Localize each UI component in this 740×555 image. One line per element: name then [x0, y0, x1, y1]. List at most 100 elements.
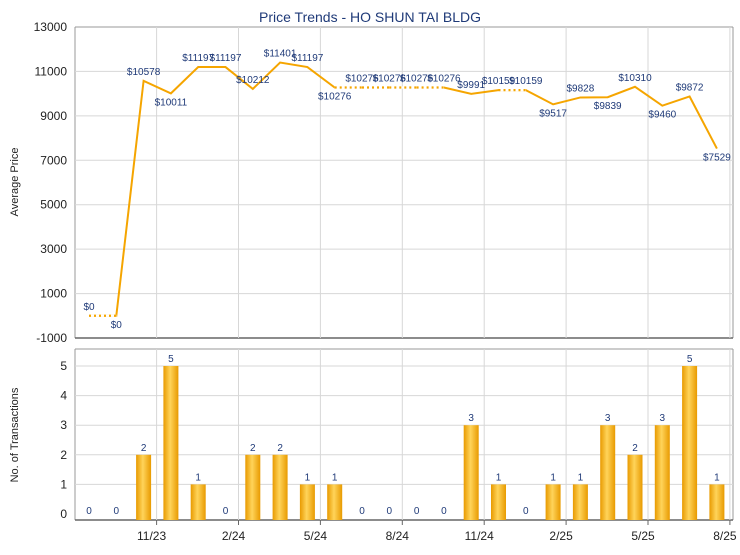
transaction-bar: [627, 454, 643, 514]
transaction-bars: [136, 366, 725, 520]
transactions-y-tick-label: 3: [60, 418, 67, 432]
price-y-tick-label: 5000: [40, 198, 67, 212]
transaction-bar: [136, 454, 152, 514]
price-data-label: $7529: [703, 153, 731, 164]
transaction-bar-base: [190, 514, 206, 520]
transaction-bar-base: [627, 514, 643, 520]
transaction-count-label: 5: [687, 354, 693, 365]
price-data-label: $9828: [566, 83, 594, 94]
transaction-bar: [491, 484, 506, 514]
transaction-count-label: 3: [660, 413, 666, 424]
x-tick-label: 2/24: [222, 529, 246, 543]
transaction-bar-base: [163, 514, 179, 520]
transaction-count-label: 2: [277, 443, 283, 454]
transactions-y-ticks: 5 4 3 2 1 0: [60, 359, 67, 521]
transaction-bar: [245, 454, 261, 514]
x-tick-label: 8/25: [713, 529, 737, 543]
transaction-bar-base: [491, 514, 506, 520]
price-data-label: $10159: [482, 76, 516, 87]
transaction-count-label: 1: [578, 472, 584, 483]
transaction-bar-base: [299, 514, 315, 520]
x-tick-label: 8/24: [386, 529, 410, 543]
price-data-label: $9991: [457, 80, 485, 91]
transactions-y-tick-label: 4: [60, 389, 67, 403]
transaction-bar-base: [545, 514, 561, 520]
transaction-bar: [572, 484, 588, 514]
transaction-bar-base: [572, 514, 588, 520]
price-y-tick-label: 11000: [35, 64, 68, 78]
price-y-tick-label: 7000: [40, 153, 67, 167]
transaction-count-labels: 0 0 2 5 1 0 2 2 1 1 0 0 0 0 3 1 0 1 1 3 2 3 5 1: [86, 354, 720, 517]
x-tick-label: 2/25: [549, 529, 573, 543]
price-data-label: $10276: [400, 74, 434, 85]
transaction-bar: [190, 484, 206, 514]
price-data-label: $9839: [594, 101, 622, 112]
transaction-count-label: 2: [141, 443, 147, 454]
transaction-count-label: 1: [714, 472, 720, 483]
transaction-count-label: 0: [387, 506, 393, 517]
transaction-count-label: 1: [550, 472, 556, 483]
transactions-y-axis-title: No. of Transactions: [9, 387, 21, 482]
price-y-tick-label: -1000: [36, 331, 67, 345]
transaction-count-label: 2: [632, 443, 638, 454]
price-data-label: $10276: [373, 74, 407, 85]
transaction-count-label: 1: [305, 472, 311, 483]
price-y-tick-label: 3000: [40, 242, 67, 256]
transaction-bar-base: [463, 514, 479, 520]
price-data-label: $10212: [236, 75, 270, 86]
transaction-count-label: 0: [523, 506, 529, 517]
transactions-grid: [75, 349, 733, 520]
transaction-bar: [600, 425, 616, 514]
transaction-bar-base: [272, 514, 288, 520]
transaction-count-label: 3: [605, 413, 611, 424]
price-data-label: $10310: [618, 73, 652, 84]
price-y-tick-label: 13000: [34, 20, 68, 34]
transaction-count-label: 0: [359, 506, 365, 517]
transactions-y-tick-label: 2: [60, 448, 67, 462]
transaction-count-label: 1: [496, 472, 502, 483]
transaction-count-label: 0: [223, 506, 229, 517]
price-dotted-segments: [89, 86, 526, 317]
price-data-label: $0: [83, 302, 95, 313]
price-data-label: $11401: [264, 49, 297, 60]
price-data-label: $10159: [509, 76, 543, 87]
transaction-bar: [682, 366, 698, 514]
transaction-bar-base: [136, 514, 152, 520]
price-data-label: $0: [111, 320, 123, 331]
price-panel: 13000 11000 9000 7000 5000 3000 1000 -1000 $0 $0…: [9, 20, 734, 345]
transactions-y-tick-label: 1: [60, 477, 67, 491]
chart-title: Price Trends - HO SHUN TAI BLDG: [259, 9, 481, 25]
transactions-y-tick-label: 5: [60, 359, 67, 373]
transaction-count-label: 0: [86, 506, 92, 517]
transactions-panel: 5 4 3 2 1 0 0 0 2 5 1 0 2 2 1 1 0 0 0 0 3 1 0 1 1 3 2 3 5 1 11/23 2/2…: [9, 348, 737, 543]
x-tick-label: 5/24: [304, 529, 328, 543]
price-data-label: $11197: [291, 53, 323, 64]
transaction-bar-base: [654, 514, 670, 520]
price-data-label: $11197: [210, 53, 242, 64]
price-y-tick-label: 9000: [40, 109, 67, 123]
transaction-bar: [709, 484, 725, 514]
transaction-bar-base: [600, 514, 616, 520]
x-tick-label: 5/25: [631, 529, 655, 543]
x-axis-ticks: 11/23 2/24 5/24 8/24 11/24 2/25 5/25 8/25: [137, 520, 737, 543]
transaction-bar: [163, 366, 179, 514]
transaction-count-label: 5: [168, 354, 174, 365]
price-data-label: $10011: [155, 97, 188, 108]
transaction-bar: [272, 454, 288, 514]
price-y-axis-title: Average Price: [9, 148, 21, 217]
transaction-bar: [463, 425, 479, 514]
transaction-bar-base: [327, 514, 343, 520]
price-data-label: $9517: [539, 108, 567, 119]
price-data-label: $10276: [318, 92, 352, 103]
x-tick-label: 11/23: [137, 529, 166, 543]
transaction-count-label: 1: [332, 472, 338, 483]
price-data-label: $11197: [182, 53, 214, 64]
price-data-label: $10276: [427, 74, 461, 85]
price-grid: [75, 27, 733, 338]
transaction-bar-base: [245, 514, 261, 520]
price-y-ticks: 13000 11000 9000 7000 5000 3000 1000 -1000: [34, 20, 68, 345]
transaction-count-label: 0: [414, 506, 420, 517]
x-tick-label: 11/24: [465, 529, 494, 543]
transaction-count-label: 0: [441, 506, 447, 517]
